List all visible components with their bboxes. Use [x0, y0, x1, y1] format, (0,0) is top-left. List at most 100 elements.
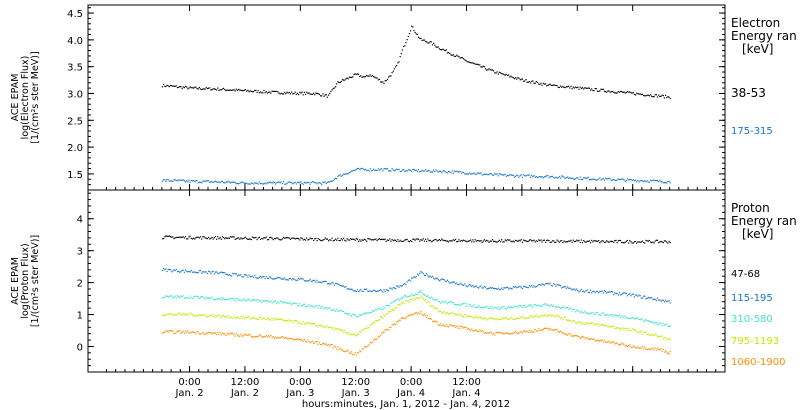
data-point: [425, 40, 427, 43]
data-point: [654, 347, 656, 349]
data-point: [524, 318, 526, 320]
data-point: [659, 322, 661, 324]
data-point: [430, 41, 432, 43]
data-point: [336, 178, 338, 180]
data-point: [456, 282, 458, 284]
data-point: [592, 311, 594, 314]
data-point: [551, 285, 554, 287]
data-point: [435, 169, 437, 171]
data-point: [621, 242, 623, 244]
data-point: [239, 335, 241, 337]
data-point: [429, 41, 431, 43]
data-point: [317, 182, 319, 184]
data-point: [259, 183, 262, 185]
data-point: [362, 290, 364, 293]
data-point: [416, 33, 419, 35]
data-point: [526, 81, 528, 83]
data-point: [356, 289, 359, 291]
data-point: [646, 297, 648, 299]
data-point: [343, 79, 345, 81]
data-point: [426, 170, 428, 172]
data-point: [223, 333, 225, 335]
data-point: [410, 280, 412, 282]
data-point: [396, 64, 398, 67]
data-point: [618, 327, 620, 329]
data-point: [563, 86, 565, 88]
data-point: [575, 178, 577, 180]
data-point: [301, 91, 303, 93]
data-point: [633, 296, 635, 298]
data-point: [560, 85, 562, 87]
data-point: [366, 288, 368, 290]
data-point: [320, 95, 322, 97]
data-point: [224, 89, 226, 91]
data-point: [423, 240, 425, 242]
data-point: [365, 288, 367, 290]
data-point: [380, 289, 382, 291]
data-point: [628, 345, 630, 347]
data-point: [536, 316, 539, 318]
data-point: [633, 180, 635, 182]
data-point: [406, 316, 408, 318]
data-series: [161, 167, 671, 185]
data-point: [643, 241, 645, 244]
data-point: [473, 330, 475, 332]
data-point: [603, 90, 605, 92]
data-point: [606, 341, 608, 343]
data-point: [646, 240, 648, 242]
data-point: [235, 238, 237, 240]
data-point: [455, 238, 457, 241]
data-point: [283, 278, 285, 280]
data-point: [219, 271, 221, 274]
data-point: [527, 240, 529, 242]
data-point: [461, 57, 464, 59]
data-point: [354, 352, 356, 354]
data-point: [561, 307, 563, 309]
data-point: [478, 305, 480, 307]
data-point: [383, 289, 385, 291]
data-point: [358, 352, 360, 354]
data-point: [225, 181, 227, 183]
data-point: [429, 275, 431, 277]
data-point: [542, 239, 544, 241]
data-point: [580, 310, 582, 313]
data-point: [315, 325, 317, 327]
data-point: [519, 240, 521, 242]
data-point: [318, 93, 320, 95]
data-point: [531, 80, 533, 82]
data-point: [481, 174, 483, 176]
data-point: [301, 182, 303, 185]
data-point: [220, 334, 222, 336]
data-point: [323, 342, 325, 344]
data-point: [443, 302, 445, 304]
data-point: [458, 313, 460, 315]
data-point: [493, 317, 495, 319]
data-point: [530, 82, 532, 84]
data-point: [527, 331, 529, 334]
data-point: [400, 297, 402, 299]
data-point: [606, 91, 608, 93]
data-point: [203, 88, 205, 90]
data-point: [234, 90, 236, 92]
data-point: [249, 238, 251, 240]
data-point: [308, 92, 310, 94]
data-point: [173, 332, 175, 335]
data-point: [241, 317, 243, 319]
data-point: [404, 239, 406, 241]
data-point: [166, 270, 168, 273]
data-point: [603, 290, 605, 292]
data-point: [586, 240, 588, 242]
data-point: [630, 295, 632, 297]
data-point: [385, 168, 387, 170]
data-point: [482, 306, 484, 308]
data-point: [470, 315, 472, 318]
data-point: [418, 238, 420, 240]
data-point: [224, 333, 226, 335]
data-point: [471, 316, 473, 318]
data-point: [526, 241, 528, 243]
data-point: [608, 325, 610, 327]
data-point: [491, 333, 494, 336]
data-point: [591, 338, 593, 340]
data-point: [337, 328, 339, 330]
data-point: [234, 300, 236, 302]
